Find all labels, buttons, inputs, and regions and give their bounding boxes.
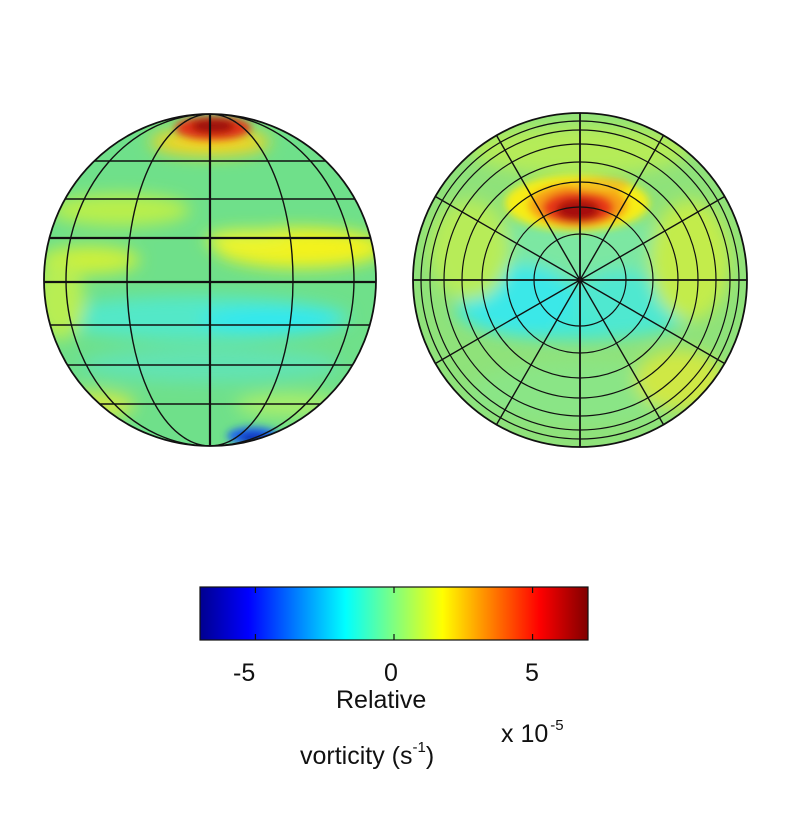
colorbar-multiplier-base: x 10 <box>501 720 549 748</box>
colorbar-multiplier-exponent: -5 <box>550 717 564 734</box>
colorbar-gradient <box>199 586 589 641</box>
colorbar-title-line2: vorticity (s-1) <box>300 740 434 769</box>
colorbar-title-line1: Relative <box>336 686 427 714</box>
colorbar-title-close: ) <box>425 742 435 770</box>
globe-polar-view <box>412 112 748 448</box>
colorbar <box>199 586 589 641</box>
colorbar-tick-label: -5 <box>233 659 256 687</box>
globe-equatorial-view <box>43 113 377 447</box>
colorbar-scale-multiplier: x 10 -5 <box>501 718 564 747</box>
colorbar-unit-exponent: -1 <box>412 739 426 756</box>
colorbar-title-text: vorticity (s <box>300 742 413 770</box>
colorbar-ticks <box>254 587 534 640</box>
colorbar-tick-label: 5 <box>525 659 539 687</box>
colorbar-tick-label: 0 <box>384 659 398 687</box>
